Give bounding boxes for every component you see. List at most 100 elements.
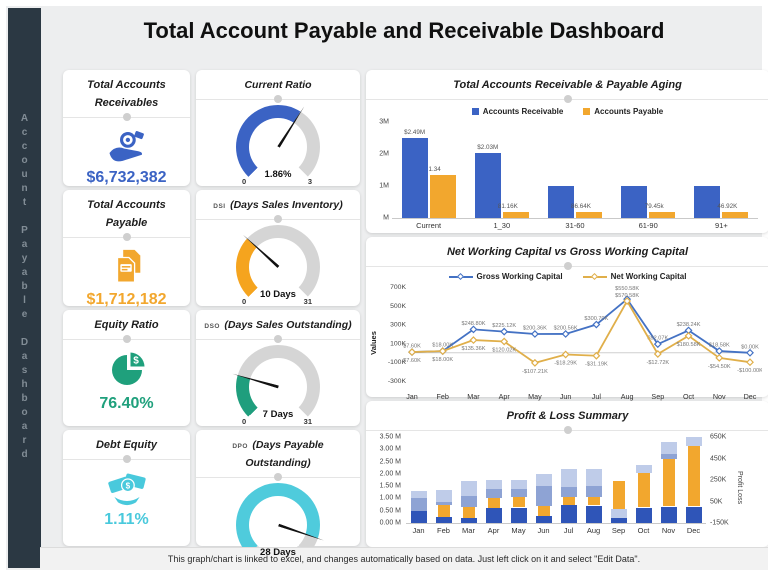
stacked-bar-segment[interactable] (585, 468, 602, 487)
data-point[interactable] (715, 347, 724, 356)
data-point[interactable] (561, 350, 570, 359)
stacked-bar-segment[interactable] (535, 486, 552, 506)
working-capital-chart-plot[interactable]: 700K 500K 300K 100K -100K -300K Values Jan Feb Ma… (366, 281, 768, 408)
bar-segment[interactable] (502, 211, 529, 218)
data-point[interactable] (653, 350, 662, 358)
bar-segment[interactable] (722, 211, 749, 218)
stacked-bar-segment[interactable] (410, 510, 427, 523)
stacked-bar-segment[interactable] (435, 489, 452, 503)
x-axis-line (406, 523, 706, 524)
stacked-bar-segment[interactable] (635, 465, 652, 473)
bar-segment[interactable] (649, 211, 676, 218)
stacked-bar-segment[interactable] (685, 507, 702, 523)
data-point[interactable] (623, 297, 632, 306)
stacked-bar-segment[interactable] (435, 516, 452, 523)
stacked-bar-segment[interactable] (660, 507, 677, 523)
stacked-bar-segment[interactable] (585, 505, 602, 523)
stacked-bar-segment[interactable] (585, 486, 602, 498)
data-point-label: -$12.72K (646, 360, 669, 366)
data-point[interactable] (592, 351, 601, 360)
stacked-bar-segment[interactable] (485, 488, 502, 499)
stacked-bar-segment[interactable] (485, 508, 502, 523)
legend-label: Gross Working Capital (476, 272, 563, 281)
data-point[interactable] (746, 358, 754, 367)
gauge-min: 0 (242, 417, 247, 426)
dsi-gauge[interactable]: 10 Days 0 31 (236, 225, 320, 309)
stacked-bar-segment[interactable] (485, 480, 502, 489)
stacked-bar-segment[interactable] (660, 454, 677, 460)
stacked-bar-segment[interactable] (460, 481, 477, 496)
stacked-bar-segment[interactable] (587, 497, 600, 506)
dso-gauge[interactable]: 7 Days 0 31 (236, 345, 320, 429)
stacked-bar-segment[interactable] (535, 473, 552, 487)
bar-segment[interactable] (401, 138, 428, 218)
stacked-bar-segment[interactable] (510, 488, 527, 498)
secondary-y-axis-tick: 50K (710, 498, 723, 505)
stacked-bar-segment[interactable] (560, 487, 577, 498)
data-point[interactable] (592, 320, 601, 329)
x-axis-label: 31-60 (565, 221, 585, 230)
data-point[interactable] (469, 325, 478, 334)
stacked-bar-segment[interactable] (460, 495, 477, 508)
x-axis-label: Jun (537, 526, 550, 535)
stacked-bar-segment[interactable] (687, 445, 700, 506)
stacked-bar-segment[interactable] (660, 441, 677, 455)
bar-segment[interactable] (548, 186, 574, 218)
aging-chart-plot[interactable]: 3M 2M 1M M $2.49M 1.34 Current $2.03M 81.16K 1_30… (366, 119, 761, 236)
stacked-bar-segment[interactable] (537, 505, 550, 516)
bar-segment[interactable] (429, 175, 456, 218)
stacked-bar-segment[interactable] (410, 491, 427, 499)
line-series[interactable] (411, 299, 751, 364)
current-ratio-gauge[interactable]: 1.86% 0 3 (236, 105, 320, 189)
x-axis-label: Jan (406, 392, 418, 401)
dpo-gauge[interactable]: 28 Days 0 31 (236, 483, 320, 567)
data-point-label: $120.02K (492, 348, 516, 354)
data-point[interactable] (438, 347, 447, 356)
stacked-bar-segment[interactable] (437, 504, 450, 517)
pnl-plot-area[interactable]: Jan Feb Mar Apr May Jun Jul Aug Sep Oct Nov Dec (406, 437, 706, 539)
data-point[interactable] (530, 330, 539, 338)
working-capital-legend: Gross Working Capital Net Working Capita… (366, 272, 768, 281)
stacked-bar-segment[interactable] (635, 508, 652, 523)
stacked-bar-segment[interactable] (510, 480, 527, 489)
stacked-bar-segment[interactable] (560, 504, 577, 523)
bar-segment[interactable] (474, 153, 501, 218)
stacked-bar-segment[interactable] (435, 502, 452, 505)
data-point[interactable] (408, 348, 416, 357)
data-point[interactable] (500, 327, 509, 336)
gauge-value: 1.86% (264, 169, 292, 180)
bar-segment[interactable] (576, 211, 602, 218)
bar-segment[interactable] (621, 186, 648, 218)
stacked-bar-segment[interactable] (560, 468, 577, 488)
data-point[interactable] (561, 329, 570, 338)
kpi-title: Equity Ratio (94, 319, 159, 331)
data-point[interactable] (746, 348, 754, 357)
stacked-bar-segment[interactable] (410, 498, 427, 511)
kpi-card-receivables: Total Accounts Receivables $6,732,382 (63, 70, 190, 186)
bar-segment[interactable] (694, 186, 721, 218)
stacked-bar-segment[interactable] (487, 498, 500, 509)
stacked-bar-segment[interactable] (460, 518, 477, 523)
data-point[interactable] (500, 337, 509, 346)
stacked-bar-segment[interactable] (610, 509, 627, 519)
stacked-bar-segment[interactable] (612, 481, 625, 510)
data-point[interactable] (469, 336, 478, 345)
data-point[interactable] (684, 331, 693, 340)
stacked-bar-segment[interactable] (637, 472, 650, 508)
stacked-bar-segment[interactable] (610, 518, 627, 523)
gauge-max: 3 (307, 177, 312, 186)
stacked-bar-segment[interactable] (462, 507, 475, 519)
data-point[interactable] (684, 326, 693, 335)
stacked-bar-segment[interactable] (662, 459, 675, 506)
pnl-chart-plot[interactable]: 3.50 M 3.00 M 2.50 M 2.00 M 1.50 M 1.00 M 0.50… (366, 434, 768, 539)
data-point[interactable] (530, 358, 539, 367)
stacked-bar-segment[interactable] (685, 437, 702, 446)
line-series[interactable] (411, 297, 751, 354)
secondary-y-axis-tick: 450K (710, 455, 727, 462)
stacked-bar-segment[interactable] (535, 515, 552, 523)
stacked-bar-segment[interactable] (510, 508, 527, 523)
data-point[interactable] (715, 353, 724, 362)
stacked-bar-segment[interactable] (512, 497, 525, 508)
stacked-bar-segment[interactable] (562, 497, 575, 505)
data-point[interactable] (653, 340, 662, 349)
